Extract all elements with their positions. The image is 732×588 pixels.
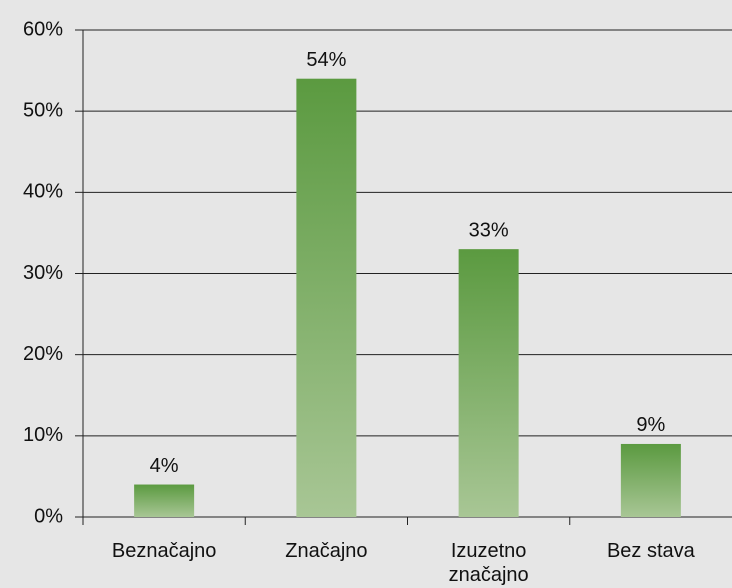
y-tick-label: 40% — [23, 181, 63, 203]
y-tick-label: 20% — [23, 343, 63, 365]
y-tick-label: 10% — [23, 424, 63, 446]
bar — [296, 78, 357, 517]
y-tick-label: 0% — [34, 505, 63, 527]
bar — [458, 249, 519, 517]
value-label: 4% — [150, 455, 179, 477]
y-tick-label: 50% — [23, 99, 63, 121]
x-tick-label: Značajno — [285, 540, 368, 562]
value-label: 54% — [306, 49, 346, 71]
value-label: 33% — [469, 219, 509, 241]
x-tick-label: Beznačajno — [111, 540, 217, 562]
bar — [134, 484, 195, 517]
bar — [620, 443, 681, 517]
y-tick-label: 60% — [23, 18, 63, 40]
value-label: 9% — [636, 414, 665, 436]
x-tick-label: Izuzetno značajno — [448, 540, 529, 586]
y-tick-label: 30% — [23, 262, 63, 284]
x-tick-label: Bez stava — [606, 540, 695, 562]
